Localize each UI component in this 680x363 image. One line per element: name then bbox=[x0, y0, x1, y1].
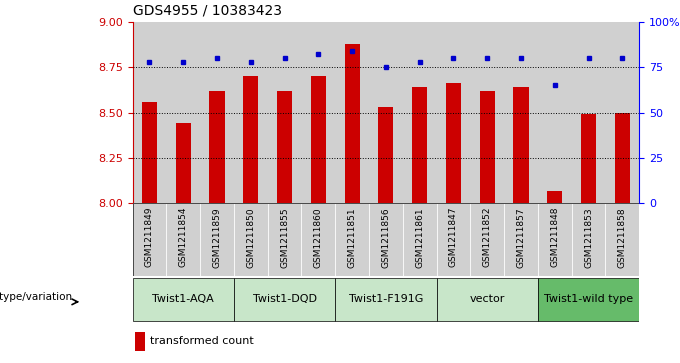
Bar bbox=[504, 22, 538, 203]
Bar bbox=[538, 203, 572, 276]
Bar bbox=[135, 332, 146, 351]
Bar bbox=[581, 114, 596, 203]
Bar bbox=[335, 203, 369, 276]
Text: Twist1-F191G: Twist1-F191G bbox=[349, 294, 423, 305]
Text: GSM1211850: GSM1211850 bbox=[246, 207, 255, 268]
Text: GSM1211855: GSM1211855 bbox=[280, 207, 289, 268]
Bar bbox=[335, 278, 437, 321]
Text: GSM1211853: GSM1211853 bbox=[584, 207, 593, 268]
Bar bbox=[547, 191, 562, 203]
Bar bbox=[209, 91, 224, 203]
Bar bbox=[437, 278, 538, 321]
Bar bbox=[200, 22, 234, 203]
Bar bbox=[538, 278, 639, 321]
Bar bbox=[437, 22, 471, 203]
Bar bbox=[504, 203, 538, 276]
Bar bbox=[471, 203, 504, 276]
Text: genotype/variation: genotype/variation bbox=[0, 292, 73, 302]
Bar bbox=[403, 203, 437, 276]
Bar bbox=[538, 22, 572, 203]
Bar bbox=[605, 22, 639, 203]
Bar bbox=[142, 102, 157, 203]
Bar bbox=[412, 87, 427, 203]
Text: vector: vector bbox=[469, 294, 505, 305]
Bar bbox=[605, 203, 639, 276]
Bar bbox=[572, 22, 605, 203]
Bar bbox=[133, 278, 234, 321]
Bar bbox=[167, 22, 200, 203]
Text: Twist1-DQD: Twist1-DQD bbox=[252, 294, 317, 305]
Text: Twist1-wild type: Twist1-wild type bbox=[544, 294, 633, 305]
Text: Twist1-AQA: Twist1-AQA bbox=[152, 294, 214, 305]
Text: GSM1211848: GSM1211848 bbox=[550, 207, 559, 268]
Text: GSM1211858: GSM1211858 bbox=[618, 207, 627, 268]
Bar bbox=[277, 91, 292, 203]
Bar bbox=[513, 87, 528, 203]
Bar bbox=[268, 203, 301, 276]
Bar bbox=[301, 203, 335, 276]
Bar bbox=[345, 44, 360, 203]
Bar bbox=[479, 91, 495, 203]
Bar bbox=[471, 22, 504, 203]
Bar bbox=[403, 22, 437, 203]
Bar bbox=[167, 203, 200, 276]
Text: GSM1211851: GSM1211851 bbox=[347, 207, 356, 268]
Text: GSM1211860: GSM1211860 bbox=[314, 207, 323, 268]
Bar bbox=[268, 22, 301, 203]
Bar bbox=[572, 203, 605, 276]
Bar bbox=[301, 22, 335, 203]
Bar bbox=[615, 113, 630, 203]
Text: GSM1211861: GSM1211861 bbox=[415, 207, 424, 268]
Text: GSM1211849: GSM1211849 bbox=[145, 207, 154, 268]
Bar bbox=[446, 83, 461, 203]
Bar bbox=[378, 107, 394, 203]
Bar bbox=[335, 22, 369, 203]
Text: GSM1211852: GSM1211852 bbox=[483, 207, 492, 268]
Bar bbox=[175, 123, 191, 203]
Bar bbox=[311, 76, 326, 203]
Text: GSM1211854: GSM1211854 bbox=[179, 207, 188, 268]
Bar bbox=[234, 22, 268, 203]
Bar bbox=[133, 203, 167, 276]
Bar bbox=[234, 278, 335, 321]
Bar bbox=[369, 22, 403, 203]
Bar bbox=[437, 203, 471, 276]
Text: GSM1211856: GSM1211856 bbox=[381, 207, 390, 268]
Text: GDS4955 / 10383423: GDS4955 / 10383423 bbox=[133, 4, 282, 18]
Bar bbox=[243, 76, 258, 203]
Bar bbox=[200, 203, 234, 276]
Bar bbox=[133, 22, 167, 203]
Bar bbox=[369, 203, 403, 276]
Text: transformed count: transformed count bbox=[150, 337, 254, 346]
Bar bbox=[234, 203, 268, 276]
Text: GSM1211847: GSM1211847 bbox=[449, 207, 458, 268]
Text: GSM1211859: GSM1211859 bbox=[213, 207, 222, 268]
Text: GSM1211857: GSM1211857 bbox=[517, 207, 526, 268]
